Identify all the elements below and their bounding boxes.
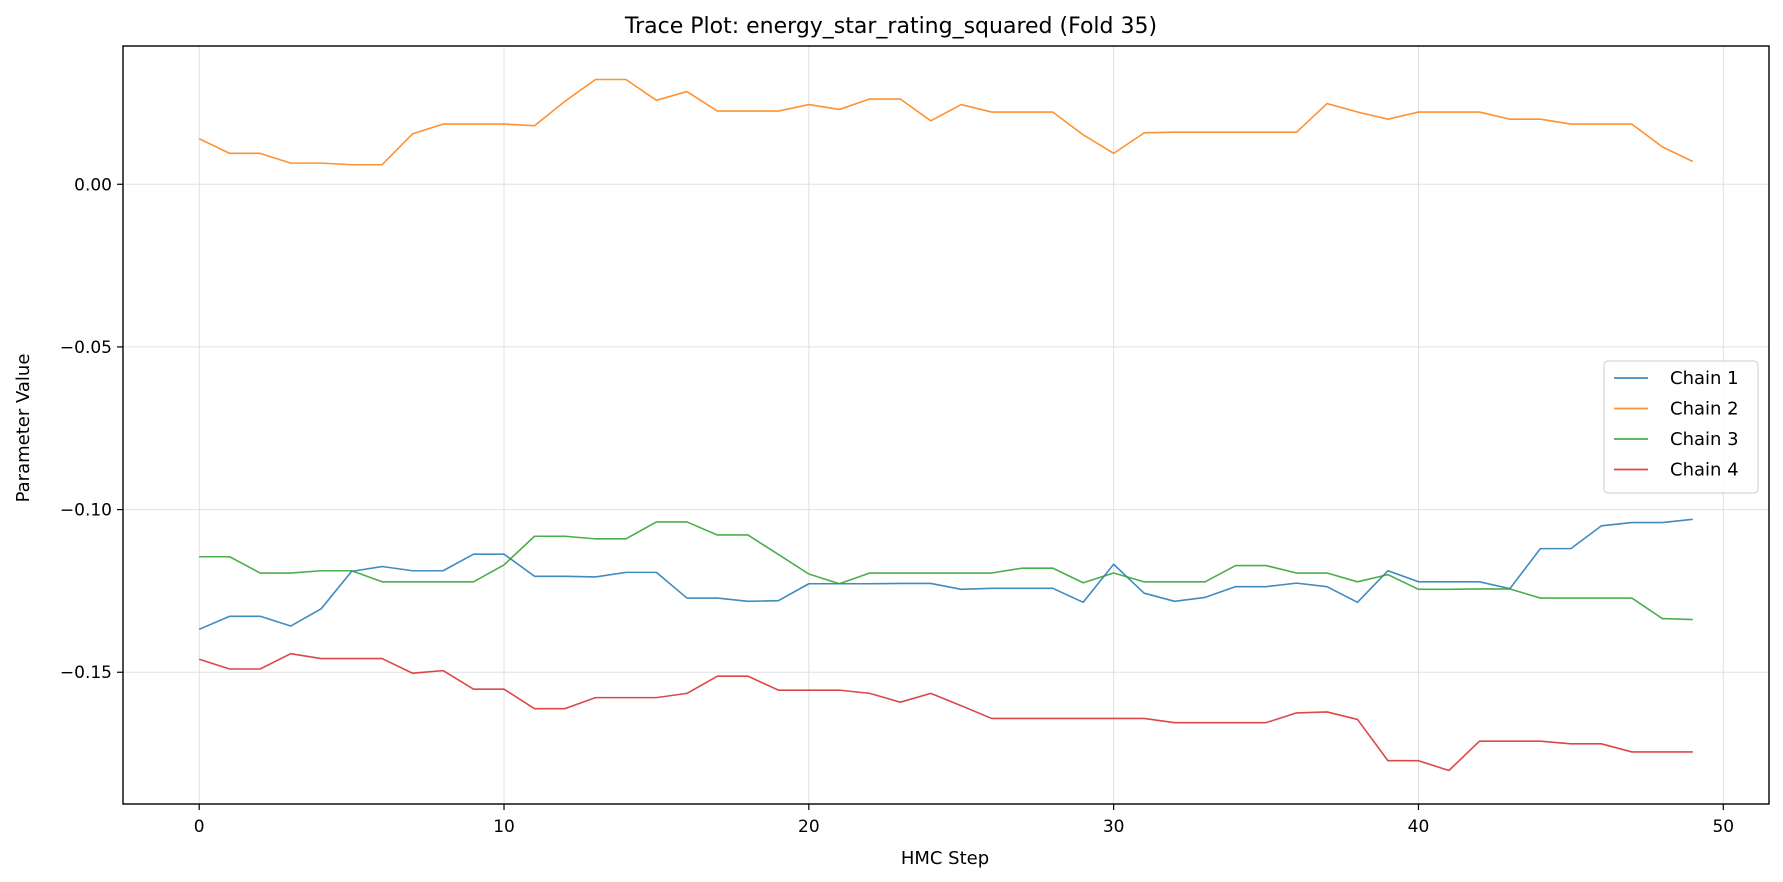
series-line-chain-4 — [198, 652, 1693, 772]
series-line-chain-1 — [198, 518, 1693, 631]
series-layer — [198, 78, 1694, 772]
plot-frame — [122, 45, 1770, 805]
x-tick-label: 0 — [194, 817, 205, 837]
y-tick-label: −0.15 — [60, 663, 112, 683]
y-tick-label: −0.10 — [60, 501, 112, 521]
y-tick-label: 0.00 — [74, 175, 112, 195]
series-line-chain-3 — [199, 521, 1693, 621]
legend-label: Chain 3 — [1670, 429, 1739, 450]
legend-box — [1603, 360, 1759, 494]
x-tick-label: 40 — [1408, 817, 1430, 837]
legend: Chain 1 Chain 2 Chain 3 Chain 4 — [1603, 360, 1759, 494]
x-tick-label: 50 — [1712, 817, 1734, 837]
chart-title: Trace Plot: energy_star_rating_squared (… — [624, 14, 1157, 39]
y-tick-label: −0.05 — [60, 338, 112, 358]
x-tick-label: 10 — [493, 817, 515, 837]
x-tick-label: 20 — [798, 817, 820, 837]
legend-label: Chain 1 — [1670, 368, 1739, 389]
x-tick-label: 30 — [1103, 817, 1125, 837]
y-axis-label: Parameter Value — [13, 354, 34, 503]
legend-label: Chain 2 — [1670, 399, 1739, 420]
series-line-chain-2 — [198, 78, 1694, 166]
legend-label: Chain 4 — [1670, 460, 1739, 481]
x-axis-label: HMC Step — [901, 848, 989, 869]
ticks-layer: 0 10 20 30 40 50 0.00 −0.05 −0.10 −0.15 — [60, 175, 1734, 837]
